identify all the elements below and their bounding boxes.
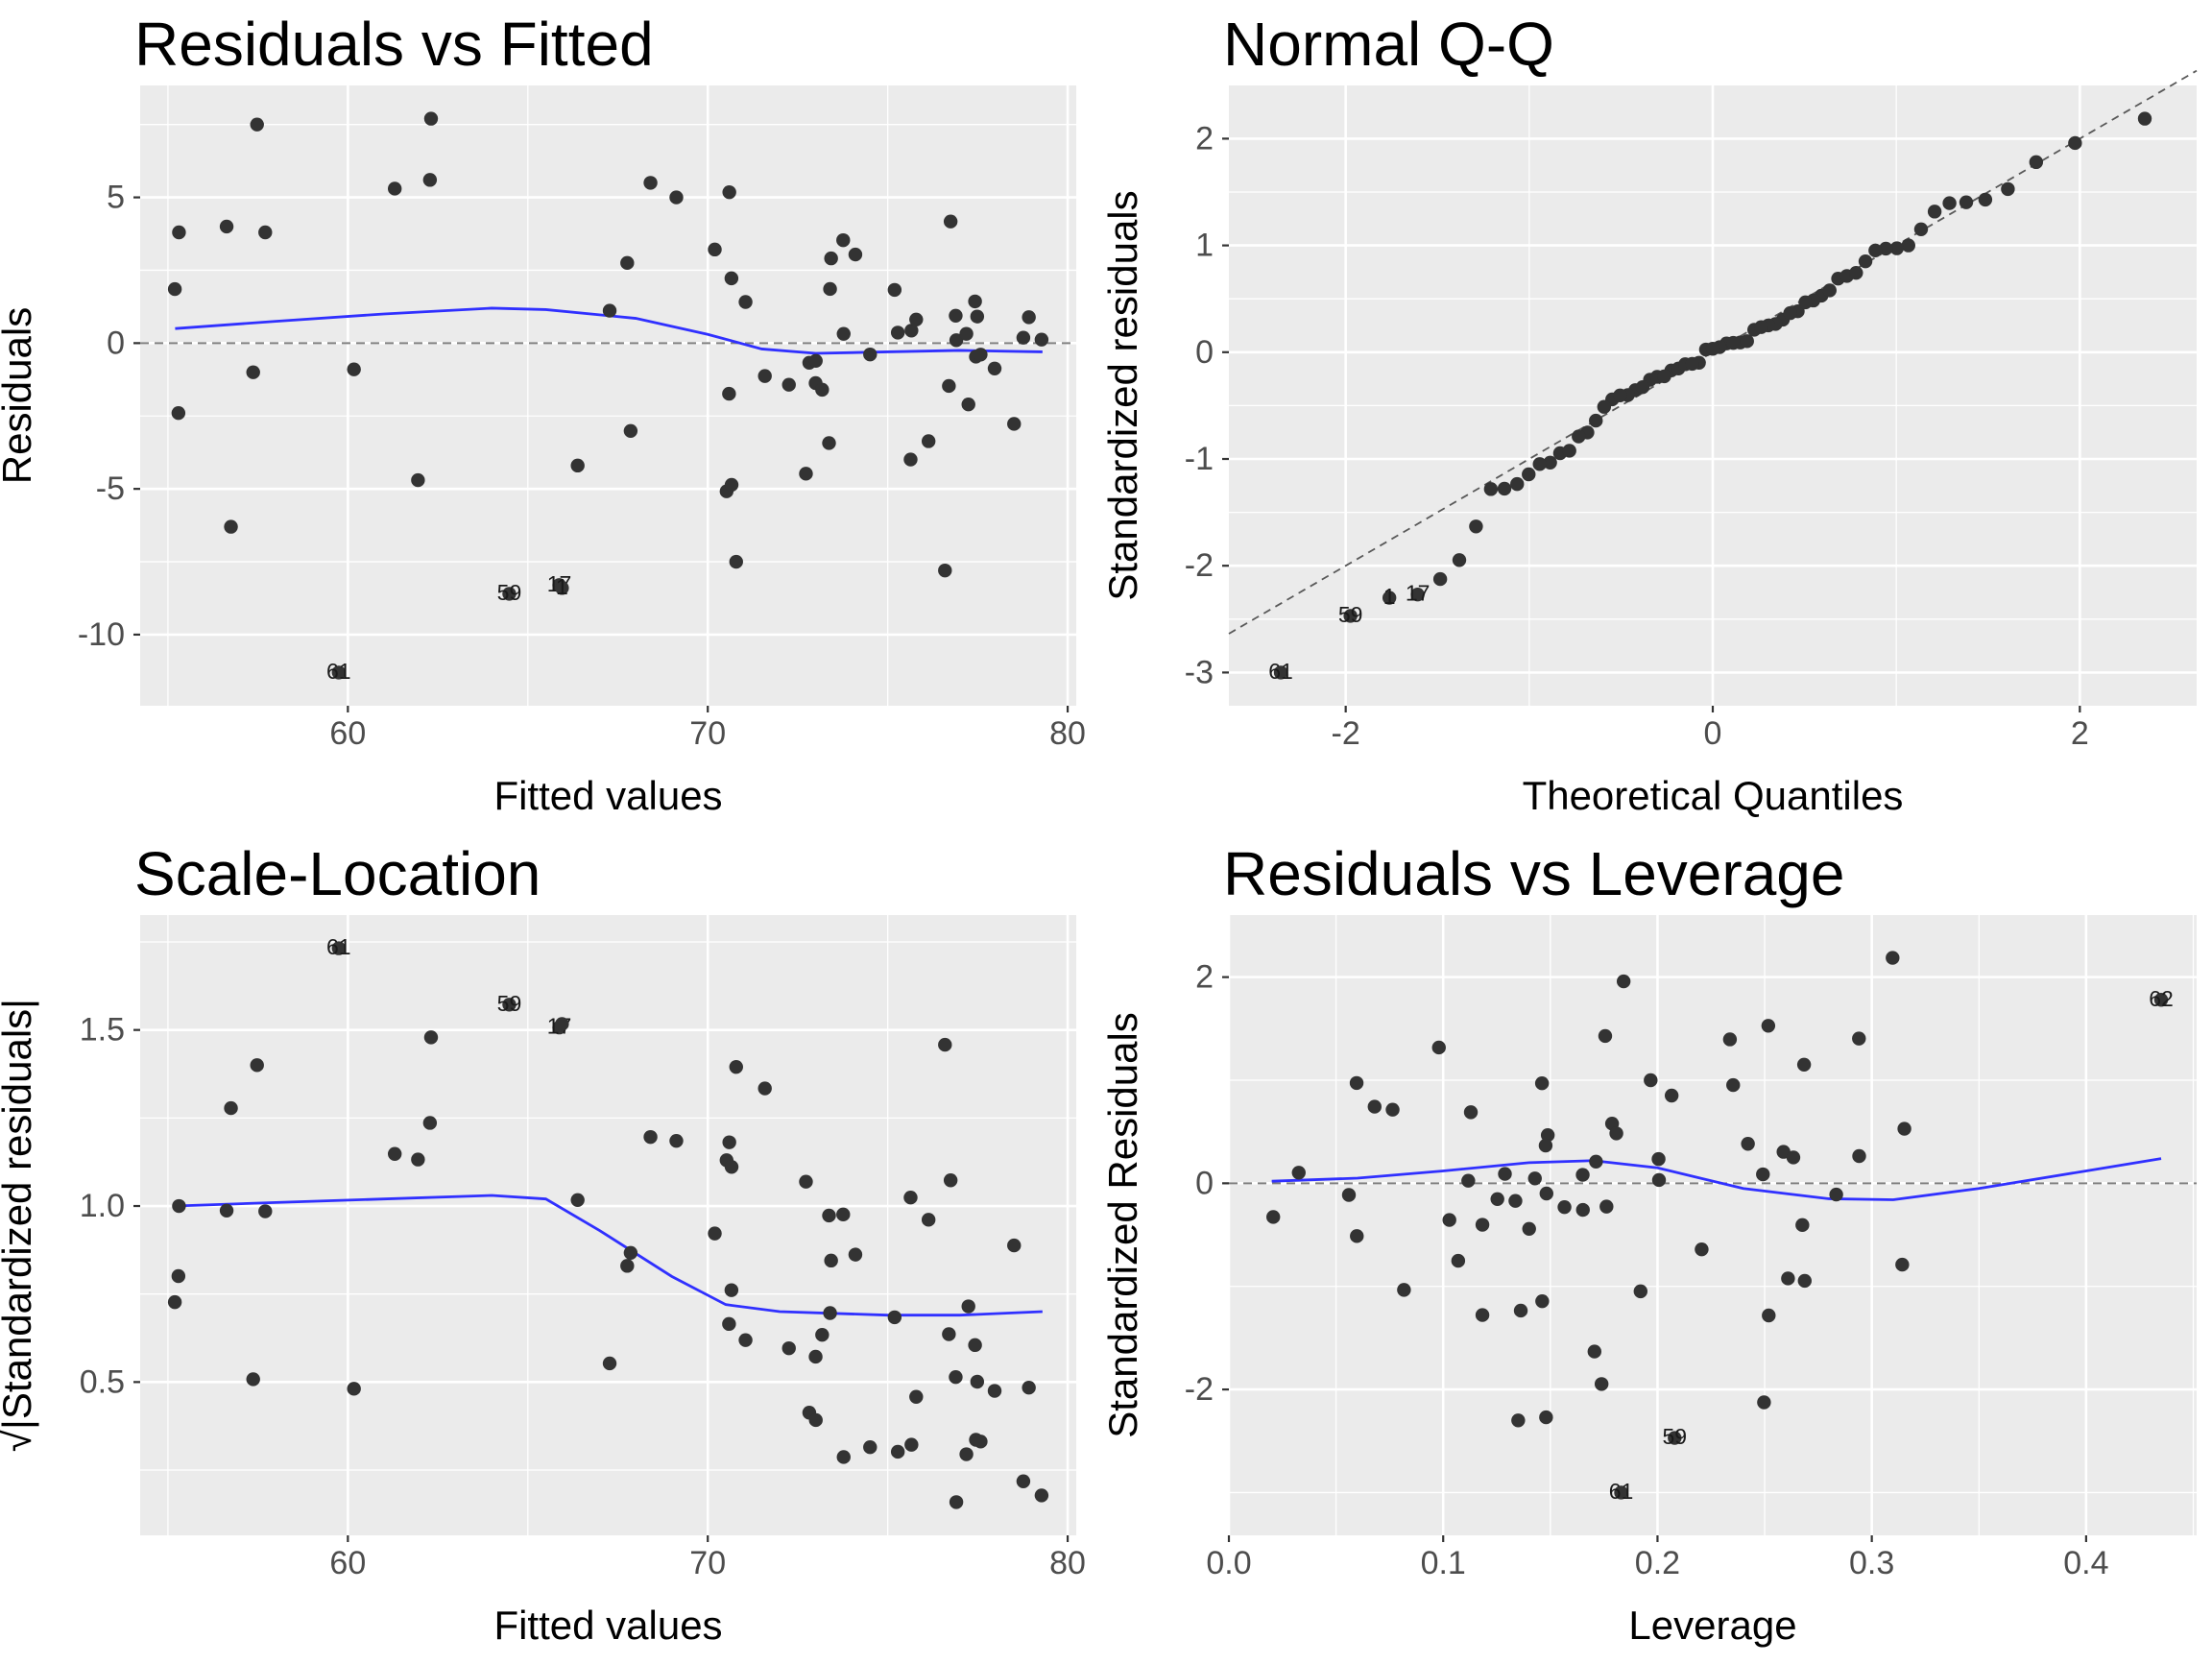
svg-text:Residuals vs Fitted: Residuals vs Fitted	[134, 10, 654, 79]
svg-text:61: 61	[326, 659, 351, 684]
svg-text:1: 1	[556, 574, 568, 599]
svg-text:0.5: 0.5	[80, 1363, 125, 1400]
svg-text:-2: -2	[1185, 1371, 1214, 1408]
svg-text:59: 59	[497, 580, 522, 605]
svg-text:62: 62	[2149, 986, 2174, 1011]
svg-text:61: 61	[1268, 659, 1293, 684]
svg-text:0: 0	[1195, 334, 1214, 371]
svg-text:Residuals vs Leverage: Residuals vs Leverage	[1223, 839, 1844, 908]
svg-text:Standardized residuals: Standardized residuals	[1100, 190, 1145, 600]
svg-text:Residuals: Residuals	[0, 307, 39, 484]
svg-text:2: 2	[2071, 715, 2089, 752]
svg-text:61: 61	[1609, 1479, 1634, 1504]
svg-text:0.3: 0.3	[1849, 1545, 1894, 1581]
svg-text:Standardized Residuals: Standardized Residuals	[1100, 1012, 1145, 1438]
svg-text:-10: -10	[78, 616, 125, 653]
svg-text:Normal Q-Q: Normal Q-Q	[1223, 10, 1554, 79]
svg-text:17: 17	[1406, 581, 1431, 606]
svg-text:0.2: 0.2	[1635, 1545, 1680, 1581]
svg-text:61: 61	[326, 934, 351, 959]
svg-text:1.5: 1.5	[80, 1012, 125, 1049]
svg-text:1.0: 1.0	[80, 1188, 125, 1224]
svg-text:-3: -3	[1185, 654, 1214, 690]
svg-text:80: 80	[1049, 1545, 1086, 1581]
svg-text:59: 59	[1338, 602, 1363, 627]
svg-text:-2: -2	[1185, 547, 1214, 584]
svg-text:0.4: 0.4	[2063, 1545, 2108, 1581]
svg-text:70: 70	[689, 715, 726, 752]
svg-text:1: 1	[1383, 584, 1396, 609]
svg-text:√|Standardized residuals|: √|Standardized residuals|	[0, 999, 39, 1452]
svg-text:-2: -2	[1332, 715, 1360, 752]
svg-text:2: 2	[1195, 959, 1214, 996]
svg-text:0: 0	[107, 325, 125, 361]
svg-text:Fitted values: Fitted values	[493, 1603, 722, 1648]
svg-text:0.1: 0.1	[1421, 1545, 1466, 1581]
svg-text:2: 2	[1195, 120, 1214, 157]
svg-text:0: 0	[1195, 1165, 1214, 1201]
svg-text:0.0: 0.0	[1206, 1545, 1251, 1581]
svg-text:-1: -1	[1185, 441, 1214, 477]
svg-text:60: 60	[329, 715, 366, 752]
svg-text:59: 59	[497, 991, 522, 1016]
svg-text:70: 70	[689, 1545, 726, 1581]
svg-text:80: 80	[1049, 715, 1086, 752]
svg-text:60: 60	[329, 1545, 366, 1581]
svg-text:59: 59	[1663, 1424, 1688, 1449]
svg-text:5: 5	[107, 180, 125, 216]
svg-text:1: 1	[1195, 228, 1214, 264]
svg-text:Fitted values: Fitted values	[493, 773, 722, 818]
svg-text:0: 0	[1704, 715, 1722, 752]
svg-text:Theoretical Quantiles: Theoretical Quantiles	[1523, 773, 1904, 818]
svg-text:Scale-Location: Scale-Location	[134, 839, 541, 908]
svg-text:Leverage: Leverage	[1628, 1603, 1796, 1648]
svg-text:-5: -5	[96, 470, 125, 507]
